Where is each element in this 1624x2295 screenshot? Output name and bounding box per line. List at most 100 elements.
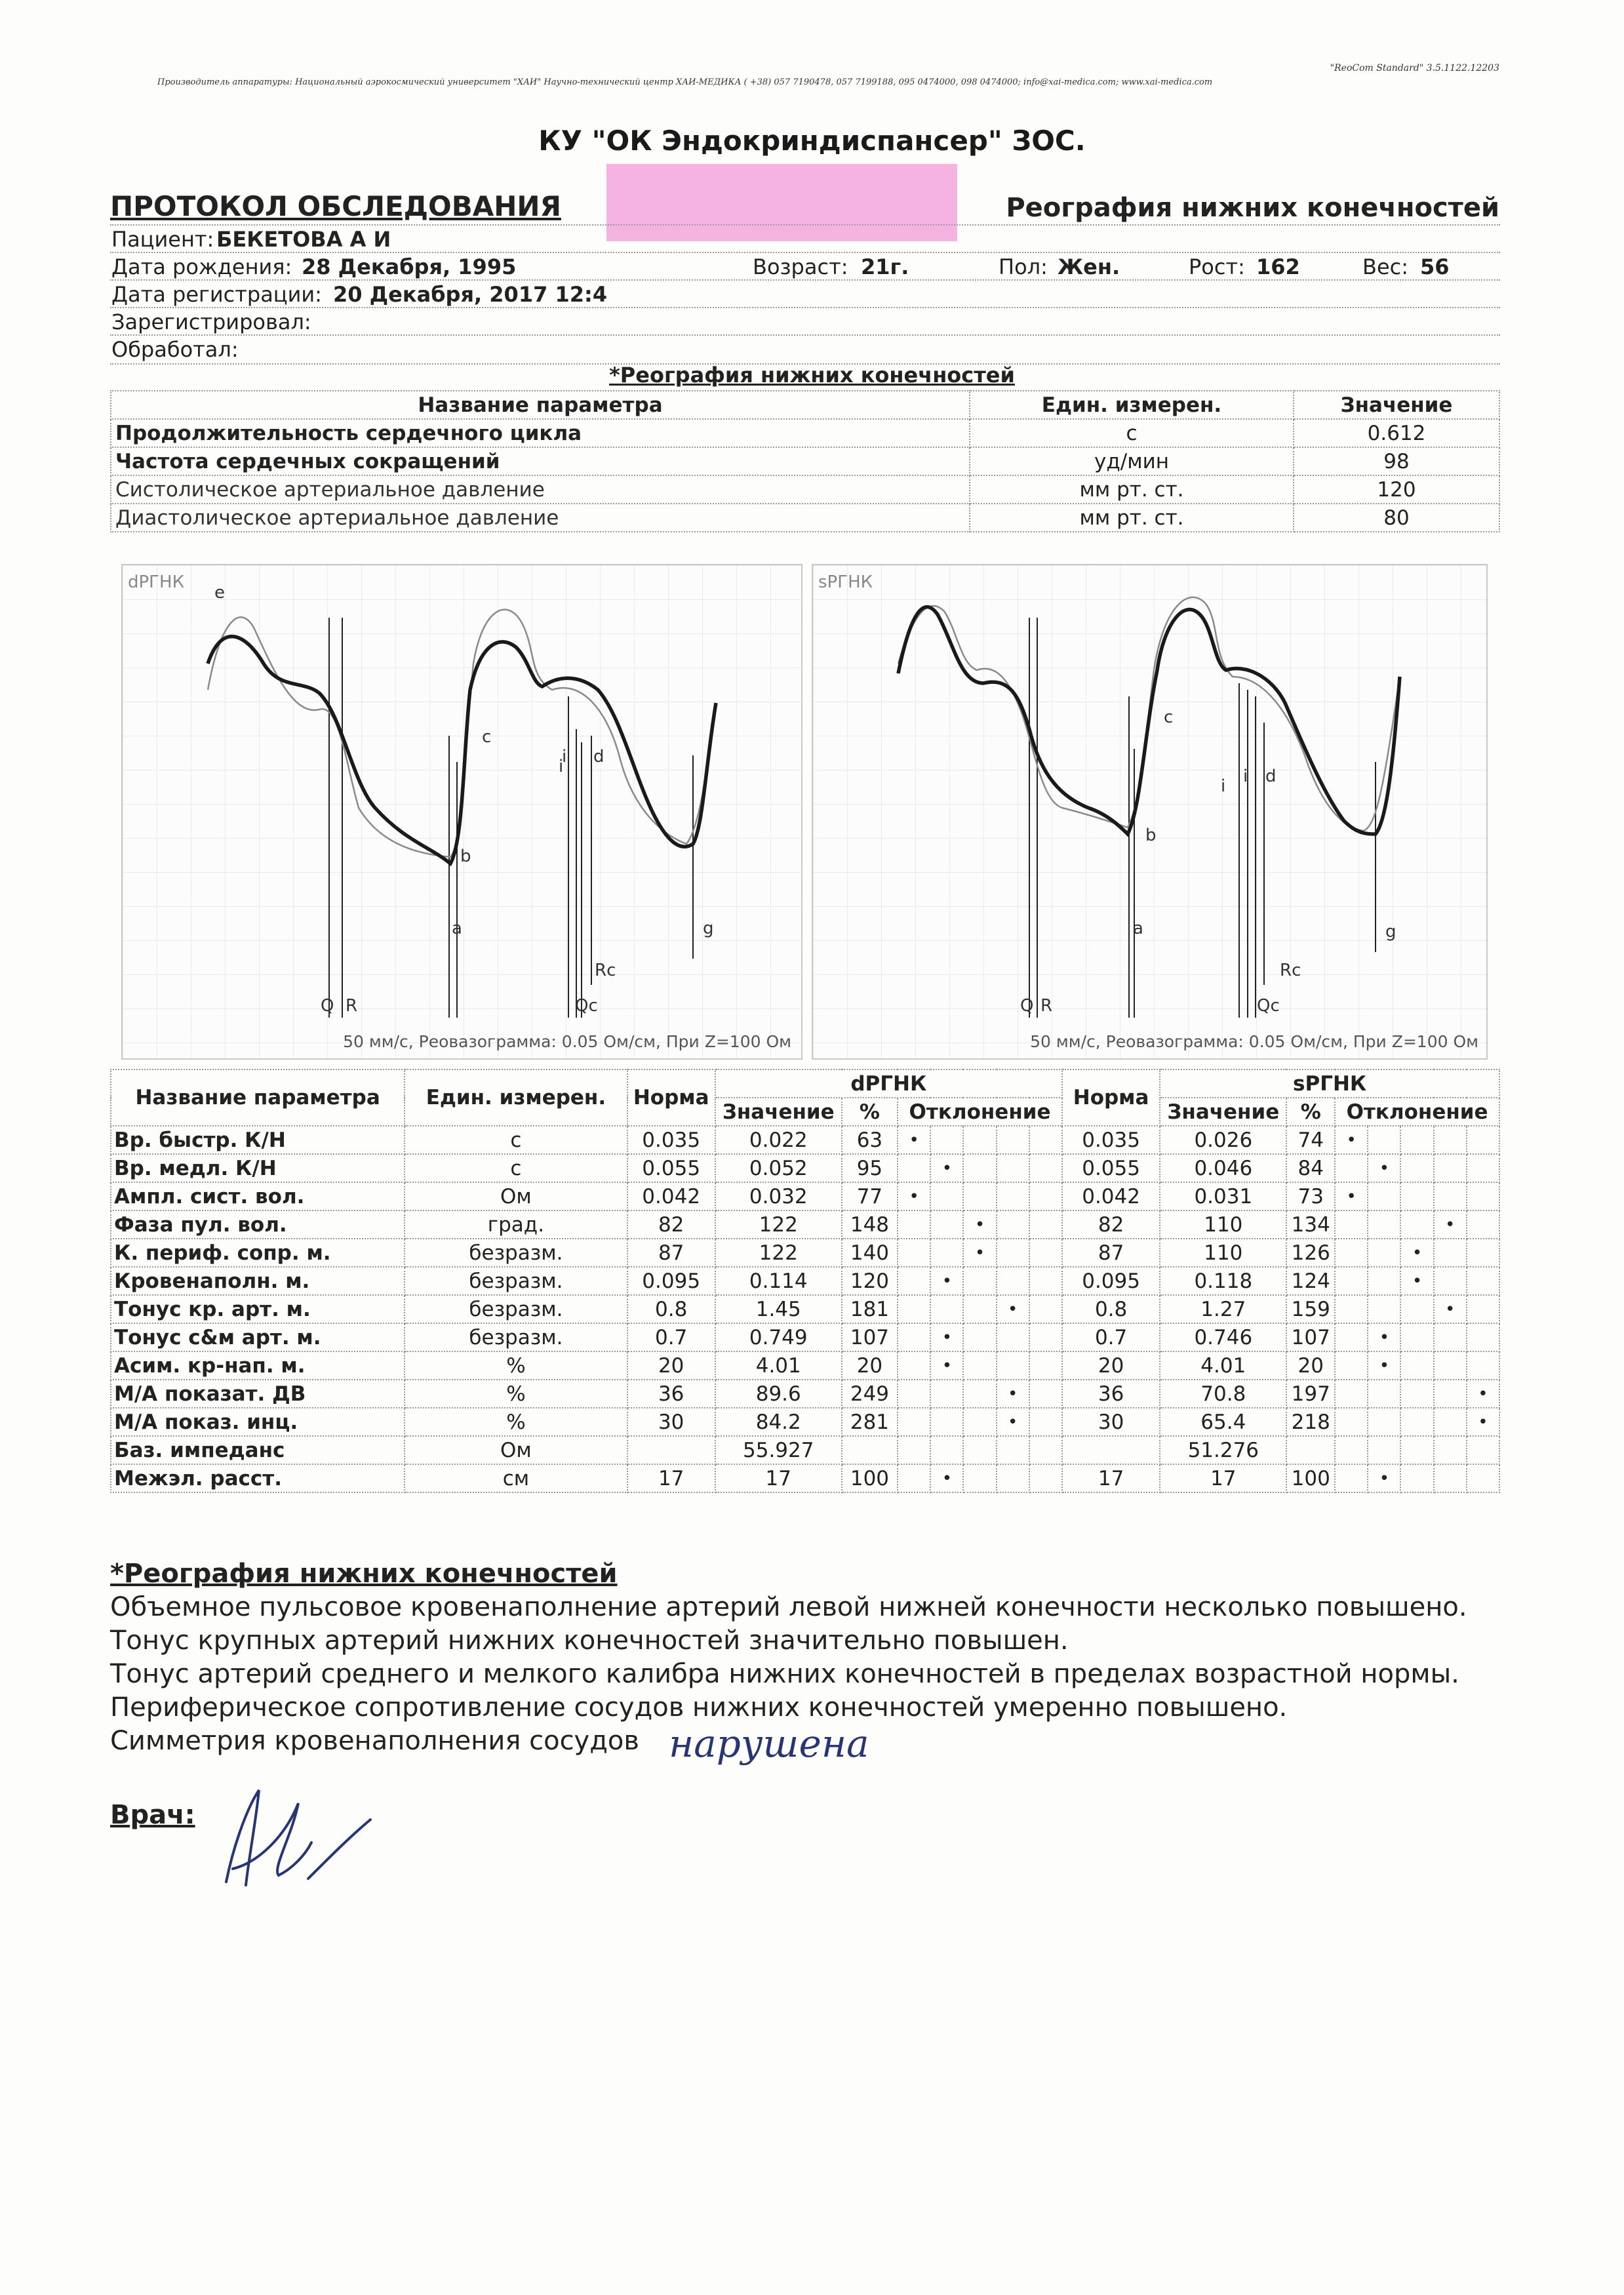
params-header-value: Значение: [1293, 390, 1500, 420]
param-name: Тонус кр. арт. м.: [109, 1294, 406, 1324]
value-2: 0.026: [1159, 1125, 1288, 1155]
deviation-2-cell: [1400, 1464, 1435, 1493]
deviation-dot-icon: •: [1008, 1384, 1018, 1404]
deviation-1-cell: •: [930, 1323, 964, 1352]
deviation-1-cell: [962, 1464, 997, 1493]
deviation-2-cell: [1367, 1238, 1402, 1267]
deviation-dot-icon: •: [941, 1468, 953, 1488]
deviation-2-cell: [1334, 1210, 1369, 1239]
norm-2: 0.035: [1061, 1125, 1161, 1155]
table-row: Асим. кр-нап. м.% 20 4.01 20 • 20 4.01 20 •: [109, 1351, 1501, 1380]
registered-label: Зарегистрировал:: [111, 309, 311, 334]
param-name: Ампл. сист. вол.: [109, 1182, 406, 1211]
mark-qc: Qc: [1257, 996, 1280, 1016]
deviation-2-cell: [1400, 1210, 1435, 1239]
deviation-2-cell: [1400, 1351, 1435, 1380]
age-value: 21г.: [861, 254, 909, 279]
deviation-1-cell: [930, 1379, 964, 1408]
value-1: 89.6: [714, 1379, 842, 1408]
deviation-dot-icon: •: [1346, 1130, 1357, 1150]
deviation-dot-icon: •: [1412, 1243, 1423, 1263]
deviation-2-cell: [1334, 1266, 1369, 1296]
height-label: Рост:: [1189, 254, 1245, 279]
norm-1: 0.035: [626, 1125, 716, 1155]
deviation-2-cell: [1334, 1435, 1369, 1465]
deviation-2-cell: [1465, 1351, 1501, 1380]
deviation-1-cell: [897, 1379, 932, 1408]
deviation-1-cell: •: [995, 1379, 1030, 1408]
table-row: М/А показ. инц.% 30 84.2 281 • 30 65.4 218 •: [109, 1407, 1501, 1437]
deviation-1-cell: [995, 1238, 1030, 1267]
deviation-dot-icon: •: [941, 1355, 953, 1376]
param-unit: см: [404, 1464, 628, 1493]
deviation-1-cell: [897, 1407, 932, 1437]
deviation-2-cell: [1334, 1238, 1369, 1267]
deviation-2-cell: [1334, 1407, 1369, 1437]
param-unit: %: [404, 1407, 628, 1437]
deviation-dot-icon: •: [1008, 1412, 1018, 1432]
param-unit: уд/мин: [969, 447, 1294, 476]
norm-2: 0.095: [1061, 1266, 1161, 1296]
pct-1: 148: [841, 1210, 899, 1239]
param-name: Тонус с&м арт. м.: [109, 1323, 406, 1352]
param-unit: безразм.: [404, 1294, 628, 1324]
deviation-2-cell: [1433, 1238, 1467, 1267]
header-pct-2: %: [1286, 1097, 1336, 1127]
deviation-1-cell: [962, 1407, 997, 1437]
deviation-1-cell: [1028, 1210, 1063, 1239]
table-row: Вр. быстр. К/Н с 0.035 0.022 63 • 0.035 0.026 74…: [109, 1125, 1501, 1155]
param-value: 120: [1293, 475, 1500, 504]
conclusion-line: Периферическое сопротивление сосудов ниж…: [110, 1692, 1288, 1723]
params-header-name: Название параметра: [110, 390, 970, 420]
mark-q: Q: [1020, 996, 1033, 1016]
conclusion-line: Тонус крупных артерий нижних конечностей…: [110, 1626, 1069, 1656]
deviation-1-cell: [1028, 1464, 1063, 1493]
deviation-2-cell: [1400, 1379, 1435, 1408]
header-group-s: sРГНК: [1159, 1069, 1500, 1098]
deviation-2-cell: [1433, 1407, 1467, 1437]
norm-2: 0.055: [1061, 1153, 1161, 1183]
deviation-2-cell: [1433, 1351, 1467, 1380]
deviation-2-cell: [1465, 1266, 1501, 1296]
deviation-1-cell: [897, 1323, 932, 1352]
param-name: К. периф. сопр. м.: [109, 1238, 406, 1267]
pct-2: 159: [1286, 1294, 1336, 1324]
norm-1: 87: [626, 1238, 716, 1267]
sex-label: Пол:: [999, 254, 1048, 279]
conclusion-line: Объемное пульсовое кровенаполнение артер…: [110, 1592, 1467, 1622]
pct-2: [1286, 1435, 1336, 1465]
norm-2: 0.7: [1061, 1323, 1161, 1352]
deviation-1-cell: [995, 1125, 1030, 1155]
deviation-dot-icon: •: [1445, 1214, 1456, 1235]
deviation-2-cell: [1367, 1210, 1402, 1239]
deviation-dot-icon: •: [1379, 1355, 1390, 1376]
section-title: *Реография нижних конечностей: [609, 363, 1015, 388]
deviation-1-cell: [995, 1182, 1030, 1211]
organization-name: КУ "ОК Эндокриндиспансер" ЗОС.: [538, 125, 1086, 157]
param-value: 98: [1293, 447, 1500, 476]
deviation-1-cell: [1028, 1182, 1063, 1211]
deviation-dot-icon: •: [1379, 1327, 1390, 1347]
deviation-1-cell: •: [897, 1182, 932, 1211]
pct-1: [841, 1435, 899, 1465]
table-row: Ампл. сист. вол. Ом 0.042 0.032 77 • 0.042 0.03…: [109, 1182, 1501, 1211]
deviation-1-cell: [1028, 1407, 1063, 1437]
norm-1: 30: [626, 1407, 716, 1437]
header-dev-2: Отклонение: [1334, 1097, 1500, 1127]
param-name: Баз. импеданс: [109, 1435, 406, 1465]
pct-2: 124: [1286, 1266, 1336, 1296]
deviation-2-cell: [1433, 1464, 1467, 1493]
deviation-1-cell: [1028, 1379, 1063, 1408]
dob-value: 28 Декабря, 1995: [302, 254, 517, 279]
param-unit: %: [404, 1379, 628, 1408]
header-pct-1: %: [841, 1097, 899, 1127]
param-name: Продолжительность сердечного цикла: [110, 418, 970, 448]
processed-label: Обработал:: [111, 337, 239, 362]
deviation-2-cell: •: [1367, 1153, 1402, 1183]
exam-title: Реография нижних конечностей: [1006, 193, 1499, 223]
deviation-2-cell: [1433, 1435, 1467, 1465]
value-2: 70.8: [1159, 1379, 1288, 1408]
deviation-dot-icon: •: [941, 1327, 953, 1347]
norm-2: 0.8: [1061, 1294, 1161, 1324]
deviation-2-cell: [1400, 1435, 1435, 1465]
